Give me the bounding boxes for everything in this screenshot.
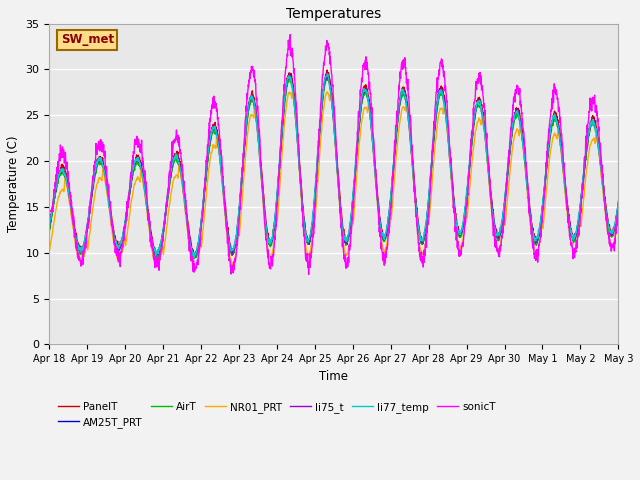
AirT [500, 211, 508, 217]
PanelT [45, 226, 53, 231]
PanelT [204, 151, 212, 156]
li77_temp [564, 214, 572, 219]
li77_temp [351, 170, 358, 176]
sonicT [45, 208, 53, 214]
sonicT [305, 272, 312, 277]
AirT [614, 206, 622, 212]
sonicT [614, 209, 622, 215]
X-axis label: Time: Time [319, 370, 348, 383]
PanelT [323, 67, 331, 73]
sonicT [580, 155, 588, 160]
PanelT [351, 175, 358, 180]
AM25T_PRT [45, 227, 53, 232]
PanelT [364, 86, 371, 92]
NR01_PRT [204, 171, 212, 177]
li75_t [204, 150, 212, 156]
AM25T_PRT [614, 202, 622, 207]
li77_temp [500, 204, 508, 210]
Line: PanelT: PanelT [49, 70, 618, 257]
li75_t [323, 71, 331, 77]
li77_temp [204, 148, 212, 154]
NR01_PRT [564, 224, 572, 229]
li77_temp [614, 198, 622, 204]
AirT [45, 229, 53, 235]
Line: li75_t: li75_t [49, 74, 618, 257]
NR01_PRT [45, 248, 53, 254]
NR01_PRT [500, 221, 508, 227]
Line: NR01_PRT: NR01_PRT [49, 89, 618, 269]
AirT [351, 179, 358, 184]
li75_t [351, 174, 358, 180]
NR01_PRT [614, 221, 622, 227]
AM25T_PRT [364, 92, 371, 98]
PanelT [580, 166, 588, 171]
Text: SW_met: SW_met [61, 33, 114, 46]
li77_temp [190, 255, 198, 261]
NR01_PRT [351, 198, 358, 204]
PanelT [500, 210, 508, 216]
NR01_PRT [580, 190, 588, 196]
Legend: PanelT, AM25T_PRT, AirT, NR01_PRT, li75_t, li77_temp, sonicT: PanelT, AM25T_PRT, AirT, NR01_PRT, li75_… [54, 398, 500, 432]
li75_t [45, 224, 53, 230]
AM25T_PRT [204, 152, 212, 157]
AirT [204, 153, 212, 158]
sonicT [500, 222, 508, 228]
PanelT [614, 201, 622, 206]
AM25T_PRT [580, 166, 588, 171]
li77_temp [324, 71, 332, 77]
li75_t [500, 209, 508, 215]
Line: AirT: AirT [49, 77, 618, 259]
PanelT [564, 213, 572, 218]
li75_t [191, 254, 199, 260]
li75_t [580, 166, 588, 172]
Y-axis label: Temperature (C): Temperature (C) [7, 136, 20, 232]
li77_temp [364, 89, 371, 95]
AM25T_PRT [500, 209, 508, 215]
li77_temp [45, 222, 53, 228]
li77_temp [580, 163, 588, 168]
AirT [364, 95, 371, 100]
AirT [564, 216, 572, 222]
li75_t [564, 214, 572, 220]
sonicT [351, 176, 358, 181]
li75_t [364, 91, 371, 96]
NR01_PRT [364, 108, 371, 114]
AirT [191, 256, 198, 262]
Line: AM25T_PRT: AM25T_PRT [49, 75, 618, 258]
Line: sonicT: sonicT [49, 35, 618, 275]
NR01_PRT [289, 86, 296, 92]
Line: li77_temp: li77_temp [49, 74, 618, 258]
li75_t [614, 200, 622, 206]
sonicT [286, 32, 294, 37]
Title: Temperatures: Temperatures [286, 7, 381, 21]
NR01_PRT [191, 266, 199, 272]
AM25T_PRT [351, 174, 358, 180]
sonicT [364, 63, 371, 69]
sonicT [564, 213, 572, 219]
AM25T_PRT [287, 72, 294, 78]
AirT [580, 168, 588, 173]
PanelT [191, 254, 199, 260]
AM25T_PRT [190, 255, 198, 261]
AM25T_PRT [564, 215, 572, 220]
AirT [324, 74, 332, 80]
sonicT [204, 144, 212, 149]
